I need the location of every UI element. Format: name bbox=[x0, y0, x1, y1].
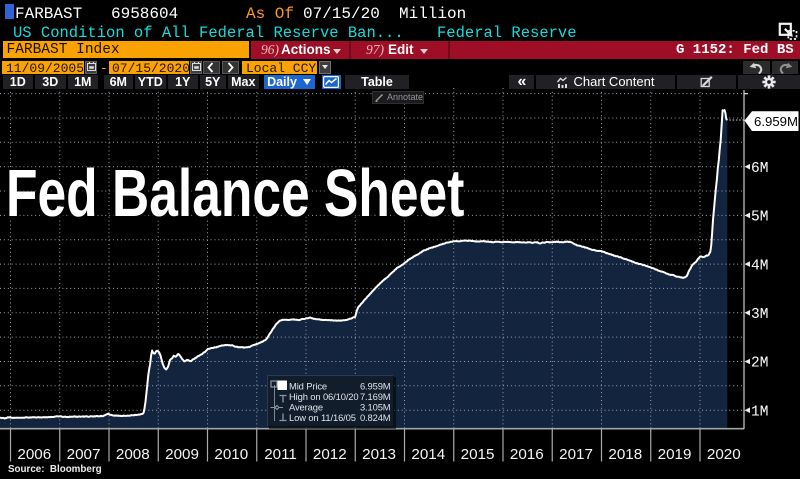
svg-text:7.169M: 7.169M bbox=[360, 391, 391, 402]
svg-text:2011: 2011 bbox=[264, 446, 297, 463]
svg-text:Low on 11/16/05: Low on 11/16/05 bbox=[289, 412, 356, 423]
svg-text:2006: 2006 bbox=[17, 446, 51, 463]
svg-text:High on 06/10/20: High on 06/10/20 bbox=[289, 391, 359, 402]
svg-text:2M: 2M bbox=[751, 356, 768, 372]
svg-text:Mid Price: Mid Price bbox=[289, 380, 327, 391]
svg-text:2016: 2016 bbox=[510, 446, 544, 463]
svg-text:2009: 2009 bbox=[165, 446, 199, 463]
svg-text:0.824M: 0.824M bbox=[360, 412, 391, 423]
svg-text:4M: 4M bbox=[751, 258, 768, 274]
svg-text:2013: 2013 bbox=[362, 446, 396, 463]
svg-text:6M: 6M bbox=[751, 161, 768, 177]
svg-text:2015: 2015 bbox=[461, 446, 495, 463]
svg-text:2010: 2010 bbox=[214, 446, 248, 463]
svg-text:6.959M: 6.959M bbox=[360, 380, 391, 391]
svg-text:2020: 2020 bbox=[707, 446, 741, 463]
svg-text:2017: 2017 bbox=[559, 446, 593, 463]
svg-text:Average: Average bbox=[289, 401, 323, 412]
svg-text:2008: 2008 bbox=[116, 446, 150, 463]
svg-text:2014: 2014 bbox=[411, 446, 445, 463]
svg-text:3M: 3M bbox=[751, 307, 768, 323]
svg-text:6.959M: 6.959M bbox=[754, 114, 798, 129]
svg-text:3.105M: 3.105M bbox=[360, 401, 391, 412]
svg-text:1M: 1M bbox=[751, 404, 768, 420]
svg-text:2007: 2007 bbox=[67, 446, 101, 463]
svg-text:2012: 2012 bbox=[313, 446, 347, 463]
svg-text:2018: 2018 bbox=[608, 446, 642, 463]
svg-text:2019: 2019 bbox=[658, 446, 692, 463]
svg-text:5M: 5M bbox=[751, 210, 768, 226]
